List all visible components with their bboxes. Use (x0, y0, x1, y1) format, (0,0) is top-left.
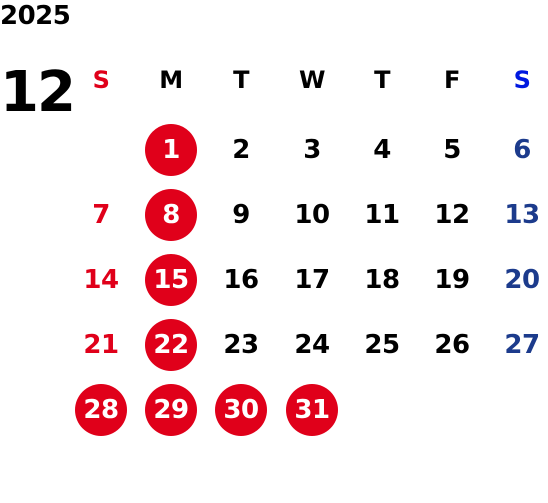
day-26: 26 (434, 330, 470, 360)
day-11: 11 (364, 200, 400, 230)
weekday-header-sat: S (513, 66, 531, 94)
day-30: 30 (215, 384, 267, 436)
day-4: 4 (373, 135, 391, 165)
day-14: 14 (83, 265, 119, 295)
weekday-header-thu: T (374, 66, 390, 94)
day-19: 19 (434, 265, 470, 295)
day-24: 24 (294, 330, 330, 360)
day-7: 7 (92, 200, 110, 230)
calendar-year: 2025 (0, 1, 71, 31)
day-18: 18 (364, 265, 400, 295)
day-20: 20 (504, 265, 540, 295)
day-16: 16 (223, 265, 259, 295)
calendar-month: 12 (0, 60, 76, 125)
day-21: 21 (83, 330, 119, 360)
day-3: 3 (303, 135, 321, 165)
weekday-header-mon: M (159, 66, 183, 94)
day-28: 28 (75, 384, 127, 436)
day-17: 17 (294, 265, 330, 295)
weekday-header-tue: T (233, 66, 249, 94)
day-12: 12 (434, 200, 470, 230)
day-2: 2 (232, 135, 250, 165)
weekday-header-sun: S (92, 66, 110, 94)
day-22: 22 (145, 319, 197, 371)
day-13: 13 (504, 200, 540, 230)
day-15: 15 (145, 254, 197, 306)
day-29: 29 (145, 384, 197, 436)
day-6: 6 (513, 135, 531, 165)
day-10: 10 (294, 200, 330, 230)
day-5: 5 (443, 135, 461, 165)
day-8: 8 (145, 189, 197, 241)
weekday-header-wed: W (299, 66, 325, 94)
day-23: 23 (223, 330, 259, 360)
day-1: 1 (145, 124, 197, 176)
day-27: 27 (504, 330, 540, 360)
day-31: 31 (286, 384, 338, 436)
day-25: 25 (364, 330, 400, 360)
weekday-header-fri: F (444, 66, 460, 94)
day-9: 9 (232, 200, 250, 230)
